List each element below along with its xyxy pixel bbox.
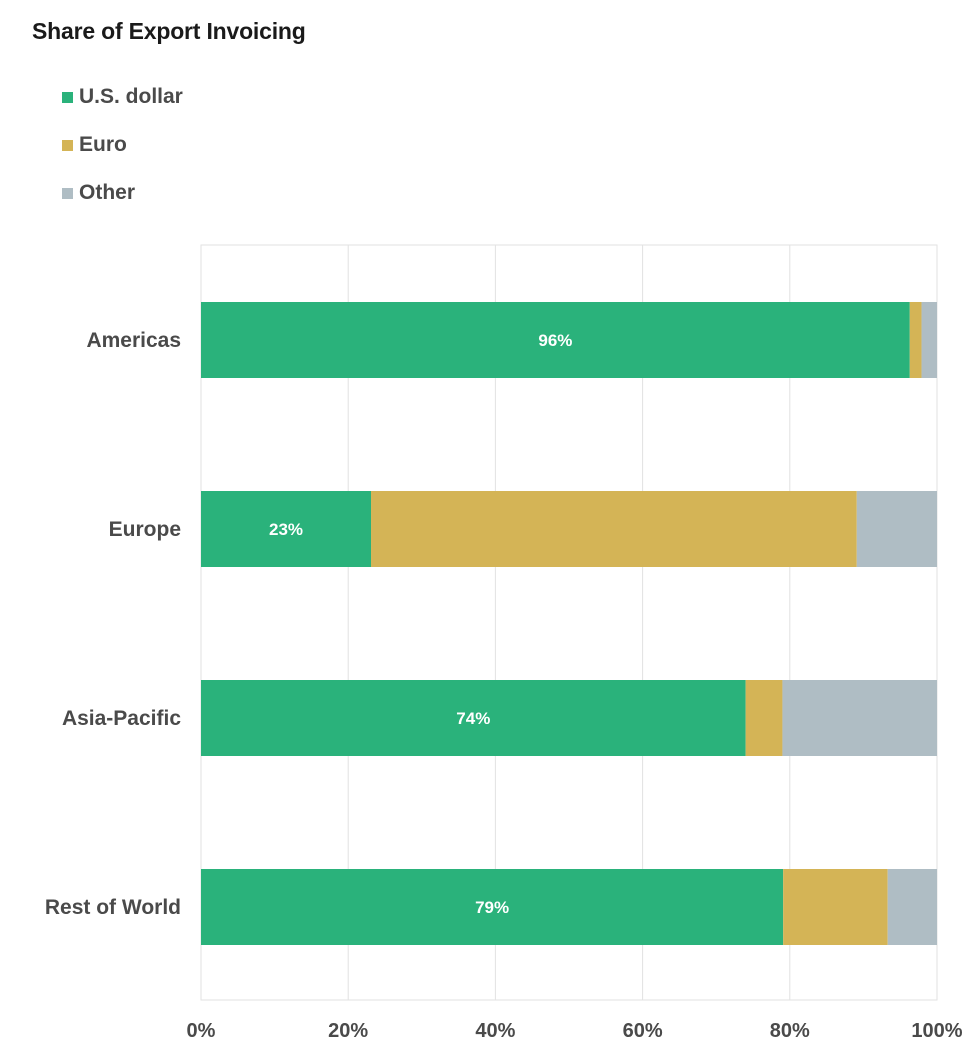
- bar-euro-1: [371, 491, 857, 567]
- bar-other-2: [782, 680, 937, 756]
- data-label-2: 74%: [456, 709, 490, 728]
- x-tick-label-2: 40%: [475, 1020, 515, 1042]
- bar-usd-3: [201, 869, 784, 945]
- legend-item-euro: Euro: [62, 130, 183, 160]
- bar-other-3: [887, 869, 937, 945]
- bar-other-0: [921, 302, 937, 378]
- bar-usd-1: [201, 491, 372, 567]
- category-label-2: Asia-Pacific: [62, 707, 181, 730]
- x-tick-label-5: 100%: [911, 1020, 962, 1042]
- bar-euro-2: [745, 680, 783, 756]
- legend-item-usd: U.S. dollar: [62, 82, 183, 112]
- legend-label-other: Other: [79, 181, 136, 204]
- category-label-1: Europe: [109, 518, 181, 541]
- category-label-0: Americas: [86, 329, 181, 352]
- legend-swatch-usd: [62, 91, 73, 103]
- x-tick-label-0: 0%: [187, 1020, 216, 1042]
- category-label-3: Rest of World: [45, 896, 181, 919]
- chart-title: Share of Export Invoicing: [32, 18, 306, 44]
- legend-swatch-other: [62, 187, 73, 199]
- data-label-0: 96%: [538, 331, 572, 350]
- legend: U.S. dollar Euro Other: [62, 82, 183, 226]
- bar-euro-3: [783, 869, 888, 945]
- bar-usd-2: [201, 680, 746, 756]
- bar-euro-0: [909, 302, 922, 378]
- legend-swatch-euro: [62, 139, 73, 151]
- data-label-3: 79%: [475, 898, 509, 917]
- x-tick-label-3: 60%: [623, 1020, 663, 1042]
- legend-item-other: Other: [62, 178, 183, 208]
- x-tick-label-4: 80%: [770, 1020, 810, 1042]
- legend-label-usd: U.S. dollar: [79, 85, 183, 108]
- legend-label-euro: Euro: [79, 133, 127, 156]
- bar-other-1: [856, 491, 937, 567]
- data-label-1: 23%: [269, 520, 303, 539]
- x-tick-label-1: 20%: [328, 1020, 368, 1042]
- bar-usd-0: [201, 302, 910, 378]
